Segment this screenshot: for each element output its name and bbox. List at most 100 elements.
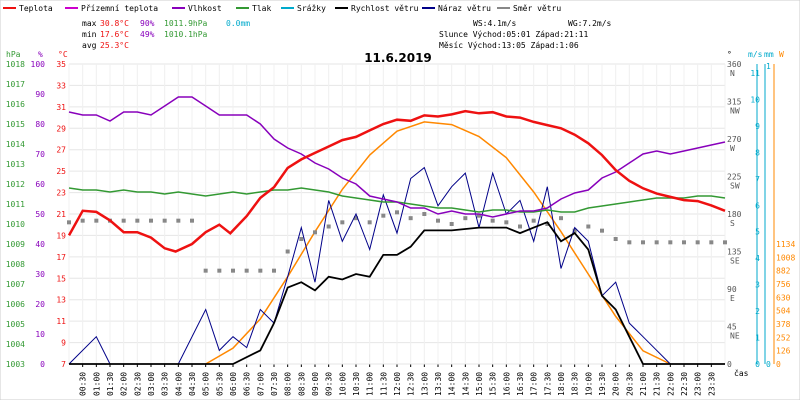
info-ws: WS:4.1m/s <box>473 19 517 28</box>
axis-temp-tick: 15 <box>56 274 66 283</box>
axis-x-tick: 19:30 <box>598 372 607 396</box>
axis-x-tick: 04:30 <box>188 372 197 396</box>
axis-wm2-tick: 504 <box>776 307 791 316</box>
axis-x-tick: 23:00 <box>694 372 703 396</box>
axis-x-tick: 22:30 <box>680 372 689 396</box>
axis-temp-tick: 25 <box>56 167 66 176</box>
axis-compass-tick: NE <box>730 332 740 341</box>
legend-label: Vlhkost <box>188 4 222 13</box>
series-winddir-point <box>149 218 153 223</box>
series-winddir-point <box>190 218 194 223</box>
stats-block: max 30.8°C 90% 1011.9hPa 0.0mm min 17.6°… <box>82 19 250 50</box>
axis-wm2-tick: 252 <box>776 333 791 342</box>
series-winddir-point <box>504 220 509 225</box>
stats-min-temp: 17.6°C <box>100 30 129 39</box>
stats-max-hum: 90% <box>140 19 155 28</box>
axis-x-tick: 17:30 <box>543 372 552 396</box>
series-winddir-point <box>627 240 632 245</box>
axis-wm2-tick: 1008 <box>776 253 795 262</box>
axis-temp-tick: 23 <box>56 189 66 198</box>
axis-ms-tick: 2 <box>755 307 760 316</box>
legend-label: Směr větru <box>513 4 561 13</box>
axis-temp-tick: 21 <box>56 210 66 219</box>
axis-ms-tick: 4 <box>755 254 760 263</box>
series-winddir-point <box>668 240 673 245</box>
axis-dir-tick: 360 <box>727 60 742 69</box>
axis-temp-tick: 9 <box>61 339 66 348</box>
axis-x-tick: 14:00 <box>448 372 457 396</box>
axis-temp-tick: 27 <box>56 146 66 155</box>
axis-pct-tick: 80 <box>35 120 45 129</box>
axis-hpa-tick: 1014 <box>6 140 25 149</box>
axis-hpa-tick: 1010 <box>6 220 25 229</box>
axis-x-tick: 14:30 <box>461 372 470 396</box>
axis-wm2-tick: 0 <box>776 360 781 369</box>
axis-hpa-tick: 1006 <box>6 300 25 309</box>
axis-dir-tick: 90 <box>727 285 737 294</box>
axis-x-tick: 20:00 <box>612 372 621 396</box>
axis-x-tick: 01:30 <box>106 372 115 396</box>
series-winddir-point <box>272 268 276 273</box>
axis-x-tick: 20:30 <box>625 372 634 396</box>
series-winddir-point <box>381 213 386 218</box>
chart-title: 11.6.2019 <box>364 51 432 65</box>
series-winddir-point <box>709 240 714 245</box>
series-temperature-line <box>67 109 726 253</box>
axis-x-tick: 21:00 <box>639 372 648 396</box>
axis-x-tick: 09:00 <box>311 372 320 396</box>
axis-pct-tick: 10 <box>35 330 45 339</box>
series-winddir-point <box>436 218 440 223</box>
axis-dir-tick: 135 <box>727 248 742 257</box>
series-winddir-point <box>408 216 413 221</box>
axis-pct-tick: 100 <box>31 60 46 69</box>
series-winddir-point <box>244 268 249 273</box>
axis-pct-tick: 30 <box>35 270 45 279</box>
axis-dir-label: ° <box>727 50 732 59</box>
axis-temp-tick: 31 <box>56 103 66 112</box>
series-winddir-point <box>340 220 345 225</box>
axis-x-tick: 21:30 <box>653 372 662 396</box>
legend-label: Srážky <box>297 4 326 13</box>
axis-dir-tick: 225 <box>727 173 742 182</box>
axis-dir-tick: 270 <box>727 135 742 144</box>
axis-pct-tick: 90 <box>35 90 45 99</box>
axis-x-tick: 01:00 <box>92 372 101 396</box>
stats-min-label: min <box>82 30 97 39</box>
series-winddir-point <box>354 216 358 221</box>
axis-temp-tick: 29 <box>56 124 66 133</box>
stats-max-press: 1011.9hPa <box>164 19 208 28</box>
axis-temp-tick: 35 <box>56 60 66 69</box>
axis-ms-tick: 5 <box>755 228 760 237</box>
axis-pct-tick: 60 <box>35 180 45 189</box>
series-winddir-point <box>682 240 686 245</box>
series-winddir-point <box>572 228 577 233</box>
axis-compass-tick: W <box>730 144 735 153</box>
series-winddir-point <box>586 224 591 229</box>
series-winddir-point <box>326 224 331 229</box>
axis-hpa-tick: 1005 <box>6 320 25 329</box>
axis-ms-tick: 7 <box>755 175 760 184</box>
stats-max-label: max <box>82 19 97 28</box>
axis-ms-tick: 1 <box>755 334 760 343</box>
axis-pct-tick: 0 <box>40 360 45 369</box>
axis-x-tick: 11:30 <box>379 372 388 396</box>
axis-temp-tick: 19 <box>56 231 66 240</box>
axis-x-tick: 03:30 <box>161 372 170 396</box>
axis-wm2-tick: 630 <box>776 293 791 302</box>
series-winddir-point <box>518 224 522 229</box>
axis-x-tick: 11:00 <box>366 372 375 396</box>
series-winddir-point <box>135 218 140 223</box>
legend-label: Náraz větru <box>438 4 491 13</box>
axis-x-tick: 15:00 <box>475 372 484 396</box>
axis-x-tick: 23:30 <box>707 372 716 396</box>
axis-x-tick: 08:30 <box>297 372 306 396</box>
axis-wm2-tick: 378 <box>776 320 791 329</box>
series-winddir-point <box>121 218 126 223</box>
stats-avg-label: avg <box>82 41 97 50</box>
axis-x-tick: 06:30 <box>243 372 252 396</box>
axis-hpa-tick: 1009 <box>6 240 25 249</box>
series-winddir-point <box>613 237 618 241</box>
series-winddir-point <box>203 268 208 273</box>
